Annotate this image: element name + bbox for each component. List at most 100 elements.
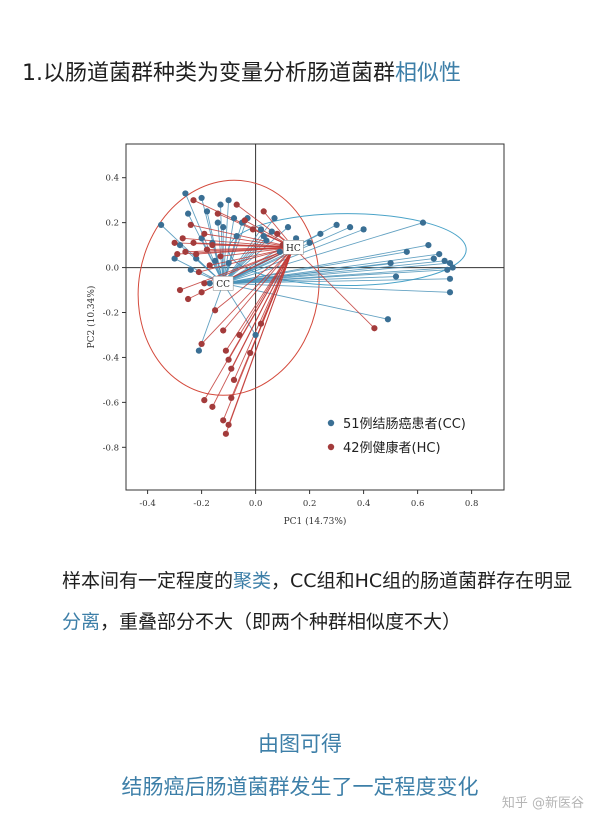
explanation-paragraph: 样本间有一定程度的聚类，CC组和HC组的肠道菌群存在明显分离，重叠部分不大（即两… (62, 561, 582, 643)
data-point-hc (201, 397, 208, 404)
centroid-label-cc: CC (216, 280, 230, 290)
y-tick-label: 0.2 (105, 219, 119, 229)
data-point-cc (317, 230, 324, 237)
spoke-line-cc (222, 229, 262, 284)
data-point-hc (228, 365, 235, 372)
data-point-cc (257, 226, 265, 233)
spoke-line-hc (201, 247, 294, 345)
x-tick-label: 0.2 (303, 499, 317, 509)
data-point-cc (360, 226, 367, 233)
spoke-line-hc (214, 246, 294, 311)
data-point-cc (225, 197, 232, 204)
data-point-cc (230, 215, 238, 222)
summary-line-2: 结肠癌后肠道菌群发生了一定程度变化 (121, 775, 479, 799)
data-point-hc (228, 394, 235, 401)
spoke-line-hc (225, 247, 294, 434)
data-point-hc (260, 208, 267, 215)
spoke-line-hc (190, 224, 294, 248)
data-point-cc (446, 289, 454, 296)
data-point-hc (195, 268, 202, 276)
data-point-hc (198, 340, 205, 348)
data-point-cc (430, 255, 437, 262)
y-tick-label: -0.6 (103, 398, 119, 408)
data-point-cc (403, 248, 410, 255)
data-point-hc (174, 250, 181, 258)
data-point-cc (182, 190, 189, 197)
legend-marker (327, 419, 335, 427)
data-point-cc (306, 239, 313, 246)
data-point-hc (171, 239, 178, 246)
spoke-line-hc (239, 247, 294, 336)
x-tick-label: 0.8 (465, 499, 479, 509)
data-point-cc (425, 242, 432, 249)
spoke-line-hc (211, 247, 294, 408)
x-tick-label: -0.4 (139, 499, 155, 509)
spoke-line-cc (223, 253, 440, 284)
data-point-hc (201, 280, 208, 287)
data-point-cc (268, 228, 275, 235)
spoke-line-cc (223, 258, 434, 284)
spoke-line-cc (217, 222, 224, 284)
data-point-hc (236, 331, 243, 339)
highlight-clustering: 聚类 (233, 570, 272, 592)
data-point-cc (263, 237, 270, 244)
x-tick-label: 0.0 (249, 499, 263, 509)
data-point-hc (220, 417, 227, 424)
heading-highlight: 相似性 (395, 61, 462, 86)
data-point-hc (190, 239, 197, 246)
spoke-line-cc (222, 283, 256, 336)
spoke-line-hc (220, 246, 294, 257)
plot-frame (125, 143, 505, 491)
data-point-hc (209, 242, 216, 249)
data-point-hc (217, 253, 224, 260)
watermark: 知乎 @新医谷 (501, 796, 584, 811)
data-point-cc (176, 242, 184, 249)
pca-plot-svg: -0.4 -0.2 0.0 0.2 0.4 0.6 0.8 0.4 0.2 0.0 -0.2 -0.4… (86, 143, 505, 527)
section-heading: 1.以肠道菌群种类为变量分析肠道菌群相似性 (22, 58, 592, 90)
data-point-cc (203, 208, 211, 215)
y-tick-label: -0.8 (103, 443, 119, 453)
data-point-hc (220, 327, 227, 334)
data-point-cc (449, 264, 456, 271)
data-point-hc (225, 421, 232, 428)
spoke-line-cc (223, 276, 397, 284)
data-point-hc (222, 347, 229, 354)
spoke-line-cc (223, 282, 388, 320)
data-point-hc (249, 226, 256, 233)
y-tick-label: -0.4 (103, 353, 119, 363)
data-point-cc (276, 248, 283, 255)
data-point-hc (371, 325, 378, 332)
data-point-cc (392, 273, 400, 280)
spoke-line-cc (223, 262, 451, 284)
data-point-cc (171, 255, 178, 262)
data-point-cc (252, 331, 259, 339)
spoke-line-cc (223, 222, 424, 284)
data-point-hc (222, 430, 229, 437)
data-point-cc (185, 210, 192, 217)
data-point-hc (198, 289, 205, 296)
data-point-cc (446, 259, 454, 267)
legend-entry: 51例结肠癌患者(CC) (343, 416, 466, 432)
data-point-cc (387, 259, 394, 267)
summary-line-1: 由图可得 (258, 732, 342, 756)
data-point-hc (176, 286, 184, 294)
data-point-cc (225, 259, 232, 267)
paragraph-text-1: 样本间有一定程度的 (62, 570, 234, 592)
spoke-line-cc (222, 222, 243, 284)
data-point-hc (233, 201, 240, 208)
y-tick-label: -0.2 (103, 309, 119, 319)
data-point-hc (225, 356, 232, 363)
spoke-line-hc (179, 246, 294, 291)
spoke-line-hc (222, 247, 294, 331)
heading-text: 1.以肠道菌群种类为变量分析肠道菌群 (22, 61, 395, 86)
data-point-cc (284, 224, 292, 231)
data-point-cc (220, 224, 227, 231)
data-point-cc (436, 250, 443, 258)
centroid-box-hc (283, 240, 304, 255)
spoke-line-cc (198, 283, 224, 351)
data-point-hc (230, 376, 238, 384)
spoke-line-hc (233, 247, 294, 381)
centroid-box-cc (212, 275, 234, 291)
data-point-cc (212, 257, 219, 264)
spoke-line-cc (223, 282, 451, 293)
